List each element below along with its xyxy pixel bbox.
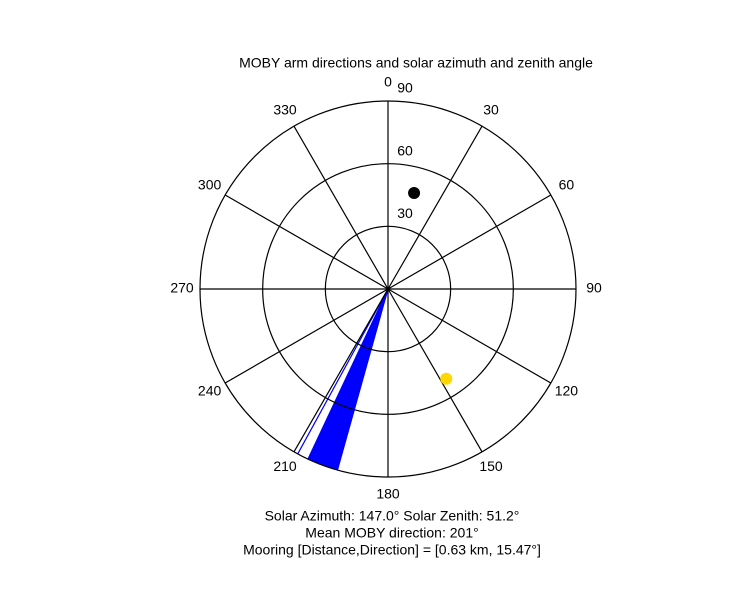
theta-tick-label: 300 <box>198 177 222 193</box>
theta-tick-label: 150 <box>479 458 503 474</box>
point <box>408 187 421 200</box>
theta-tick-label: 30 <box>483 101 499 117</box>
theta-tick-label: 0 <box>384 74 392 90</box>
chart-title: MOBY arm directions and solar azimuth an… <box>239 55 593 71</box>
theta-tick-label: 330 <box>273 101 297 117</box>
annotation: Solar Azimuth: 147.0° Solar Zenith: 51.2… <box>265 508 520 524</box>
theta-tick-label: 180 <box>376 486 400 502</box>
theta-tick-label: 60 <box>559 177 575 193</box>
theta-tick-label: 90 <box>586 280 602 296</box>
grid-spoke <box>387 288 552 384</box>
grid-spoke <box>387 125 483 290</box>
r-tick-label: 90 <box>397 80 413 96</box>
r-tick-label: 60 <box>397 142 413 158</box>
grid-spoke <box>293 288 389 453</box>
grid-spoke <box>224 194 389 290</box>
theta-tick-label: 270 <box>170 280 194 296</box>
point <box>440 372 453 385</box>
r-tick-label: 30 <box>397 205 413 221</box>
theta-tick-label: 240 <box>198 383 222 399</box>
arm-line <box>307 288 389 460</box>
grid-spoke <box>224 288 389 384</box>
annotation: Mean MOBY direction: 201° <box>305 525 478 541</box>
grid-spoke <box>387 194 552 290</box>
arm-line <box>297 288 389 455</box>
grid-spoke <box>387 288 483 453</box>
annotation: Mooring [Distance,Direction] = [0.63 km,… <box>243 542 541 558</box>
theta-tick-label: 210 <box>273 458 297 474</box>
grid-spoke <box>293 125 389 290</box>
theta-tick-label: 120 <box>555 383 579 399</box>
